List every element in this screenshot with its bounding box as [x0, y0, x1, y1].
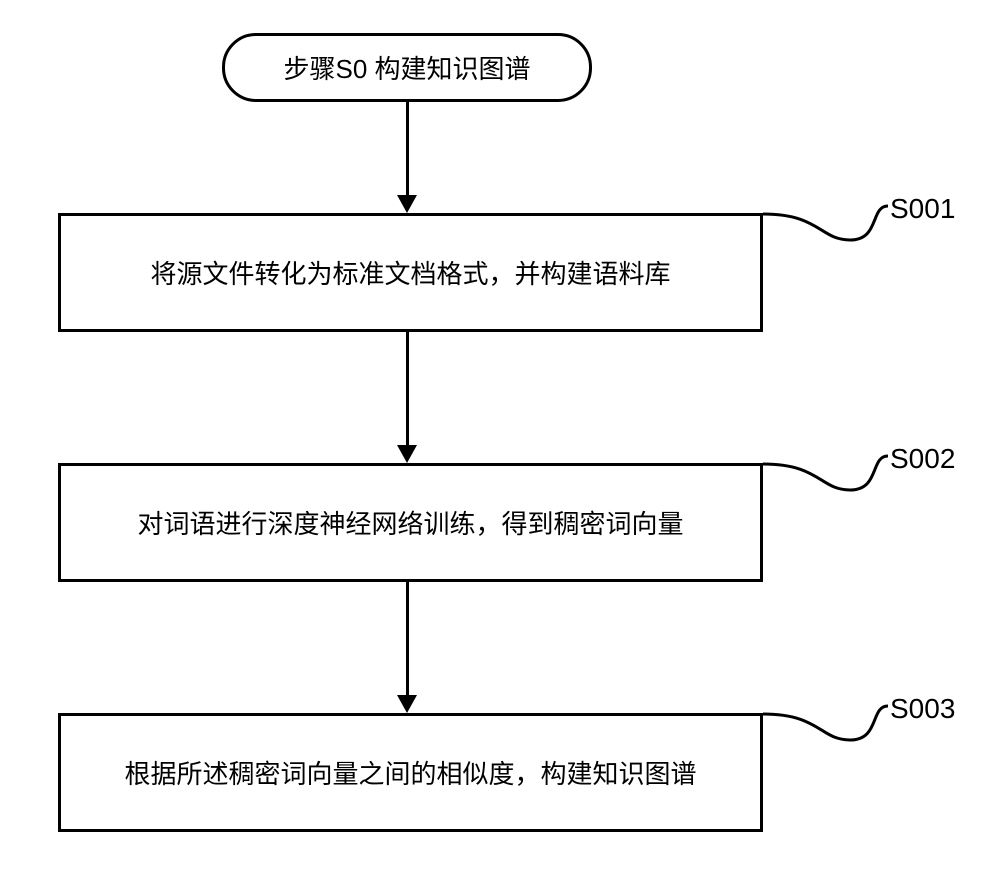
step-label-s002: S002: [890, 443, 955, 475]
step-label-s001: S001: [890, 193, 955, 225]
node-text: 将源文件转化为标准文档格式，并构建语料库: [150, 254, 670, 291]
start-node-s0: 步骤S0 构建知识图谱: [222, 33, 592, 102]
step-node-s001: 将源文件转化为标准文档格式，并构建语料库: [58, 213, 763, 332]
step-node-s003: 根据所述稠密词向量之间的相似度，构建知识图谱: [58, 713, 763, 832]
step-node-s002: 对词语进行深度神经网络训练，得到稠密词向量: [58, 463, 763, 582]
step-label-s003: S003: [890, 693, 955, 725]
node-text: 对词语进行深度神经网络训练，得到稠密词向量: [137, 504, 683, 541]
node-text: 根据所述稠密词向量之间的相似度，构建知识图谱: [124, 754, 696, 791]
node-text: 步骤S0 构建知识图谱: [283, 49, 530, 86]
flowchart-canvas: 步骤S0 构建知识图谱 将源文件转化为标准文档格式，并构建语料库 对词语进行深度…: [0, 0, 1000, 888]
